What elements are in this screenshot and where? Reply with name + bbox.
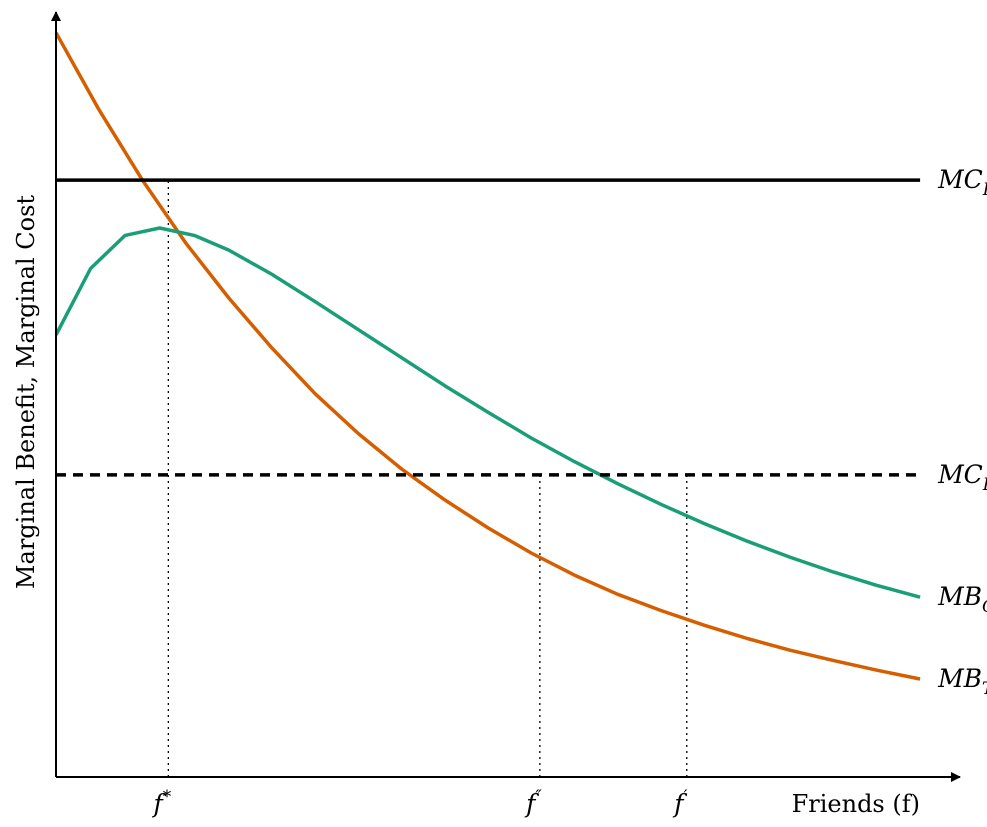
series-lines — [54, 31, 921, 681]
series-labels: MBT MBC MCH MCL — [937, 165, 987, 699]
series-label-mb-t: MBT — [937, 664, 987, 699]
x-tick-label-2: f″ — [524, 787, 542, 818]
series-label-mb-c: MBC — [937, 582, 987, 617]
series-line-mb-t — [54, 31, 921, 681]
series-label-mc-l: MCL — [937, 460, 987, 495]
series-line-mb-c — [54, 226, 921, 599]
guide-lines — [167, 180, 688, 777]
x-tick-labels: f* f″ f′ — [151, 787, 687, 818]
series-label-mc-h: MCH — [937, 165, 987, 200]
x-tick-label-3: f′ — [672, 787, 687, 818]
x-axis-label: Friends (f) — [792, 790, 920, 818]
y-axis-label: Marginal Benefit, Marginal Cost — [12, 195, 40, 589]
x-tick-label-1: f* — [151, 787, 171, 818]
